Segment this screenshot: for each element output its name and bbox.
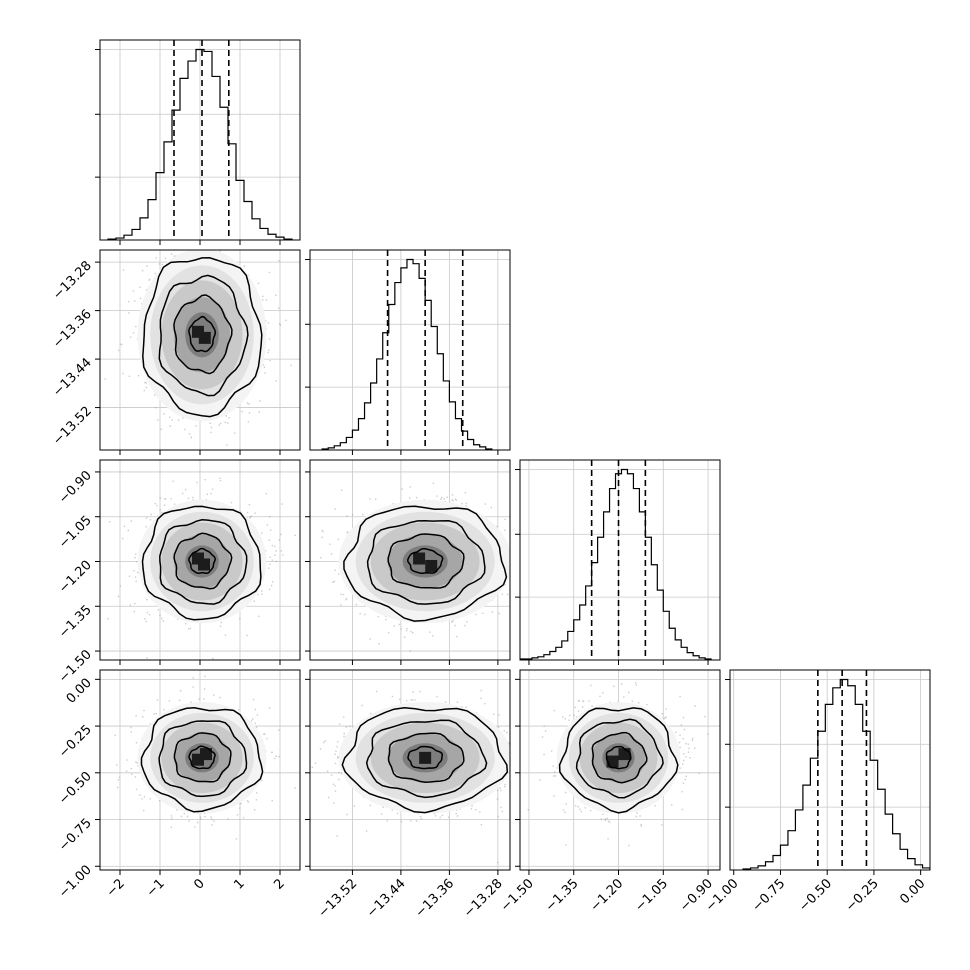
pair-panel-1-0 bbox=[95, 249, 301, 455]
x-tick-label: −1.35 bbox=[543, 876, 582, 915]
panel-frame bbox=[309, 459, 511, 661]
x-tick-label: −1 bbox=[144, 876, 168, 900]
contour-3 bbox=[188, 547, 216, 575]
panel-frame bbox=[309, 669, 511, 871]
pair-content bbox=[320, 482, 510, 652]
x-tick-label: −13.52 bbox=[316, 876, 361, 921]
contour-1 bbox=[365, 719, 488, 799]
contour-1 bbox=[575, 718, 664, 799]
y-tick-label: −0.75 bbox=[56, 816, 95, 855]
y-tick-label: −0.25 bbox=[56, 722, 95, 761]
pair-panel-2-1 bbox=[305, 459, 511, 665]
contour-3 bbox=[406, 547, 444, 575]
x-tick-label: −1.50 bbox=[498, 876, 537, 915]
x-tick-label: −0.25 bbox=[843, 876, 882, 915]
contour-1 bbox=[159, 519, 248, 605]
y-tick-label: −1.05 bbox=[56, 513, 95, 552]
contour-2 bbox=[173, 532, 233, 590]
x-tick-label: −1.20 bbox=[588, 876, 627, 915]
y-tick-label: −13.36 bbox=[50, 307, 95, 352]
x-tick-label: −2 bbox=[104, 876, 128, 900]
marginal-panel-0 bbox=[95, 39, 301, 245]
x-tick-label: −0.50 bbox=[796, 876, 835, 915]
contour-2 bbox=[173, 294, 233, 375]
pair-content bbox=[104, 250, 292, 446]
density-peak bbox=[419, 751, 432, 764]
contour-0 bbox=[140, 707, 264, 813]
contour-0 bbox=[141, 505, 262, 621]
contour-3 bbox=[407, 745, 444, 770]
contour-2 bbox=[387, 732, 465, 783]
y-tick-label: −1.50 bbox=[56, 647, 95, 686]
panel-frame bbox=[519, 669, 721, 871]
x-tick-label: −13.36 bbox=[413, 876, 458, 921]
x-tick-label: 0.00 bbox=[897, 876, 928, 907]
contour-0 bbox=[558, 707, 679, 814]
y-tick-label: −0.50 bbox=[56, 769, 95, 808]
histogram-0 bbox=[107, 48, 293, 240]
density-peak bbox=[425, 559, 438, 572]
pair-content bbox=[527, 682, 709, 847]
x-tick-label: −1.05 bbox=[632, 876, 671, 915]
contour-1 bbox=[366, 520, 486, 605]
density-peak bbox=[200, 748, 212, 761]
contour-3 bbox=[605, 745, 632, 770]
x-tick-label: −0.75 bbox=[750, 876, 789, 915]
pair-panel-3-0 bbox=[95, 669, 301, 875]
contour-0 bbox=[343, 505, 508, 622]
marginal-panel-2 bbox=[515, 459, 721, 665]
x-tick-label: −13.28 bbox=[461, 876, 506, 921]
contour-2 bbox=[387, 533, 465, 589]
x-tick-label: −13.44 bbox=[364, 876, 409, 921]
panel-frame bbox=[309, 249, 511, 451]
contour-0 bbox=[341, 706, 509, 814]
marginal-panel-3 bbox=[725, 669, 931, 875]
x-tick-label: 2 bbox=[271, 876, 287, 892]
pair-panel-3-2 bbox=[515, 669, 721, 875]
y-tick-label: −1.35 bbox=[56, 602, 95, 641]
histogram-1 bbox=[321, 258, 493, 450]
density-peak bbox=[413, 552, 426, 565]
x-tick-label: 0 bbox=[191, 876, 207, 892]
pair-panel-3-1 bbox=[305, 669, 511, 875]
contour-1 bbox=[158, 274, 249, 397]
pair-panel-2-0 bbox=[95, 459, 301, 665]
panel-frame bbox=[729, 669, 931, 871]
density-peak bbox=[198, 331, 211, 344]
y-tick-label: −13.28 bbox=[50, 258, 95, 303]
pair-content bbox=[107, 477, 296, 660]
contour-2 bbox=[173, 732, 232, 783]
contour-2 bbox=[591, 731, 648, 784]
y-tick-label: −13.52 bbox=[50, 404, 95, 449]
contour-1 bbox=[158, 720, 248, 798]
y-tick-label: −0.90 bbox=[56, 468, 95, 507]
pair-content bbox=[311, 689, 510, 864]
marginal-panel-1 bbox=[305, 249, 511, 455]
density-peak bbox=[198, 558, 210, 571]
y-tick-label: −1.20 bbox=[56, 558, 95, 597]
histogram-3 bbox=[742, 678, 930, 870]
contour-0 bbox=[142, 257, 263, 418]
histogram-2 bbox=[520, 468, 712, 660]
y-tick-label: −13.44 bbox=[50, 355, 95, 400]
pair-content bbox=[114, 675, 296, 840]
contour-3 bbox=[188, 745, 216, 770]
panel-frame bbox=[519, 459, 721, 661]
y-tick-label: −1.00 bbox=[56, 862, 95, 901]
x-tick-label: 1 bbox=[231, 876, 247, 892]
contour-3 bbox=[188, 315, 217, 353]
